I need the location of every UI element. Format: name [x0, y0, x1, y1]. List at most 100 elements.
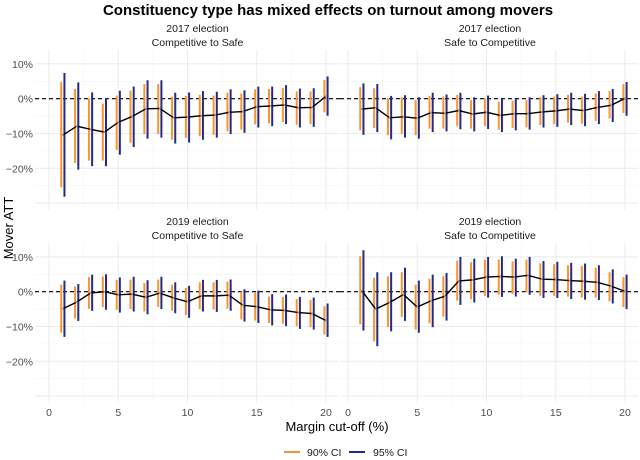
chart-title: Constituency type has mixed effects on t… — [103, 2, 553, 19]
att-point — [214, 114, 217, 117]
att-point — [131, 293, 134, 296]
strip-label-year: 2017 election — [459, 23, 522, 35]
att-point — [200, 294, 203, 297]
att-point — [200, 114, 203, 117]
y-tick-label: −10% — [6, 321, 33, 333]
att-line — [361, 97, 626, 119]
att-point — [499, 114, 502, 117]
att-point — [172, 116, 175, 119]
x-tick-label: 5 — [115, 407, 121, 419]
att-point — [89, 292, 92, 295]
att-point — [186, 300, 189, 303]
att-point — [374, 308, 377, 311]
legend-label-95: 95% CI — [373, 447, 407, 459]
att-line — [62, 290, 327, 322]
att-point — [131, 115, 134, 118]
att-point — [457, 279, 460, 282]
att-point — [596, 106, 599, 109]
att-point — [117, 293, 120, 296]
strip-label-type: Competitive to Safe — [152, 37, 244, 49]
att-line — [62, 95, 327, 136]
att-point — [255, 105, 258, 108]
att-point — [255, 305, 258, 308]
att-point — [624, 290, 626, 293]
att-point — [283, 309, 286, 312]
att-point — [75, 125, 78, 128]
y-tick-label: −20% — [6, 356, 33, 368]
y-tick-label: −20% — [6, 163, 33, 175]
att-point — [540, 278, 543, 281]
att-point — [582, 280, 585, 283]
legend-label-90: 90% CI — [307, 447, 341, 459]
att-point — [103, 131, 106, 134]
att-point — [568, 279, 571, 282]
att-point — [61, 307, 64, 310]
x-tick-label: 0 — [46, 407, 52, 419]
x-tick-label: 20 — [320, 407, 332, 419]
att-point — [311, 312, 314, 315]
att-point — [457, 109, 460, 112]
strip-label-type: Competitive to Safe — [152, 230, 244, 242]
att-point — [443, 295, 446, 298]
x-tick-label: 10 — [182, 407, 194, 419]
att-point — [360, 108, 363, 111]
y-axis-label: Mover ATT — [1, 197, 16, 260]
att-point — [610, 104, 613, 107]
att-point — [485, 276, 488, 279]
att-point — [513, 112, 516, 115]
att-point — [430, 299, 433, 302]
att-point — [374, 106, 377, 109]
strip-label-type: Safe to Competitive — [444, 37, 536, 49]
att-point — [228, 294, 231, 297]
att-point — [144, 107, 147, 110]
att-point — [582, 109, 585, 112]
att-point — [89, 128, 92, 131]
att-point — [325, 319, 327, 322]
x-tick-label: 10 — [481, 407, 493, 419]
x-tick-label: 15 — [251, 407, 263, 419]
facet-panel-2: 2017 election Safe to Competitive — [340, 23, 640, 210]
att-point — [269, 308, 272, 311]
strip-label-year: 2019 election — [166, 216, 229, 228]
att-point — [402, 293, 405, 296]
att-point — [360, 289, 363, 292]
att-point — [527, 274, 530, 277]
att-point — [297, 311, 300, 314]
att-point — [325, 95, 327, 98]
att-point — [416, 306, 419, 308]
att-point — [117, 121, 120, 124]
att-point — [158, 292, 161, 295]
att-point — [269, 105, 272, 107]
facet-panel-4: 2019 election Safe to Competitive 0 5 10 15 20 — [340, 216, 640, 419]
att-point — [499, 275, 502, 278]
strip-label-year: 2019 election — [459, 216, 522, 228]
y-tick-label: −10% — [6, 128, 33, 140]
att-point — [241, 304, 244, 307]
att-point — [485, 111, 488, 114]
strip-label-type: Safe to Competitive — [444, 230, 536, 242]
att-point — [430, 111, 433, 114]
att-point — [241, 110, 244, 113]
x-axis-label: Margin cut-off (%) — [285, 419, 388, 434]
facet-panel-1: 2017 election Competitive to Safe 10% 0% −10… — [6, 23, 340, 210]
att-point — [513, 276, 516, 279]
att-point — [624, 97, 626, 100]
att-point — [596, 281, 599, 284]
att-point — [568, 108, 571, 111]
att-point — [186, 116, 189, 119]
att-point — [103, 290, 106, 293]
y-tick-label: 0% — [18, 287, 33, 299]
y-tick-label: 10% — [12, 59, 33, 71]
y-tick-label: 10% — [12, 252, 33, 264]
x-tick-label: 5 — [414, 407, 420, 419]
att-point — [297, 106, 300, 109]
att-point — [527, 112, 530, 115]
att-point — [172, 296, 175, 299]
att-line — [361, 274, 626, 310]
att-point — [158, 107, 161, 110]
att-point — [283, 103, 286, 106]
att-point — [554, 278, 557, 281]
att-point — [214, 294, 217, 297]
att-point — [75, 301, 78, 304]
